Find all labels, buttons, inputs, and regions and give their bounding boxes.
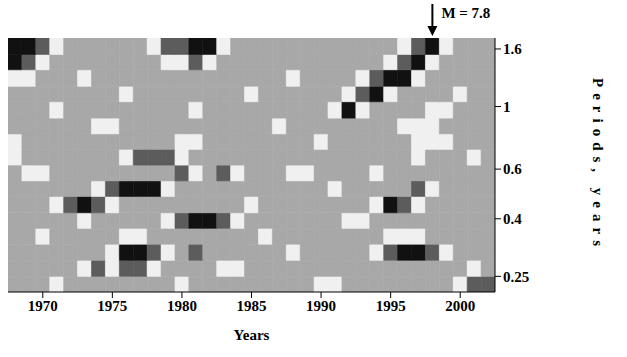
svg-text:0.25: 0.25 [503, 269, 529, 285]
svg-text:1980: 1980 [167, 298, 197, 314]
svg-text:1990: 1990 [306, 298, 336, 314]
svg-text:0.4: 0.4 [503, 211, 522, 227]
svg-text:0.6: 0.6 [503, 161, 522, 177]
svg-text:M = 7.8: M = 7.8 [441, 5, 490, 21]
svg-text:2000: 2000 [445, 298, 475, 314]
svg-text:1995: 1995 [376, 298, 406, 314]
svg-text:Years: Years [234, 327, 270, 343]
svg-text:1975: 1975 [97, 298, 127, 314]
svg-text:1985: 1985 [237, 298, 267, 314]
svg-text:1970: 1970 [28, 298, 58, 314]
svg-text:Periods, years: Periods, years [590, 78, 606, 252]
svg-text:1.6: 1.6 [503, 41, 522, 57]
svg-text:1: 1 [503, 99, 511, 115]
